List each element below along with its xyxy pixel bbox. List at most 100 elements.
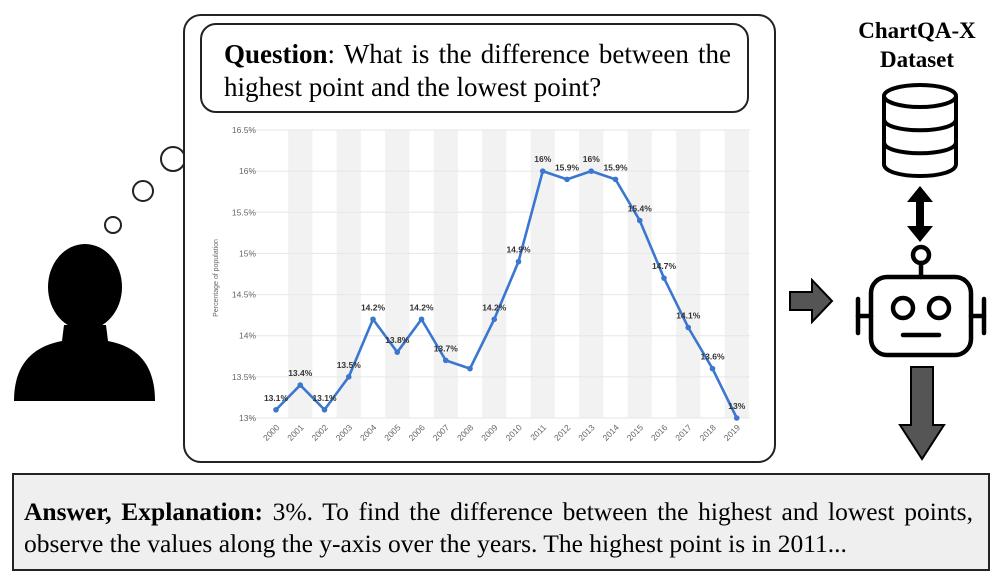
answer-label: Answer, Explanation: [24,497,263,526]
x-tick-label: 2009 [479,422,500,443]
data-point [612,176,619,183]
x-axis-ticks: 2000 2001 2002 2003 2004 2005 2006 2007 2008 2009… [261,422,742,443]
double-arrow-icon [907,186,933,242]
grid-stripe [676,130,701,418]
data-point [467,365,473,372]
answer-box: Answer, Explanation: 3%. To find the dif… [12,473,990,571]
grid-stripe [482,130,507,418]
x-tick-label: 2003 [334,422,355,443]
data-label: 13.5% [337,360,362,370]
dataset-title-line2: Dataset [879,47,955,72]
question-label: Question [224,39,328,69]
data-point [636,217,643,224]
grid-stripes [288,130,749,418]
answer-text: 3%. To find the difference between the h… [24,497,973,558]
data-point [515,258,522,265]
x-tick-label: 2005 [382,422,403,443]
y-tick-label: 16% [239,166,256,176]
grid-stripe [433,130,458,418]
data-point [709,365,716,372]
data-point [370,316,376,323]
data-point [539,168,546,174]
data-label: 16% [583,154,600,164]
x-tick-label: 2018 [697,422,718,443]
grid-stripe [530,130,555,418]
x-tick-label: 2015 [625,422,646,443]
x-tick-label: 2016 [649,422,670,443]
data-point [418,316,425,323]
data-label: 13.6% [700,352,725,362]
x-tick-label: 2007 [431,422,452,443]
y-tick-label: 14% [239,331,256,341]
person-icon [14,244,155,401]
x-tick-label: 2012 [552,422,573,443]
y-tick-label: 15.5% [232,207,257,217]
arrow-down-icon [898,366,946,461]
data-point [588,168,595,174]
gridlines [250,129,750,419]
data-label: 15.9% [603,162,628,172]
data-label: 13.4% [288,368,313,378]
y-tick-label: 16.5% [232,125,257,135]
x-tick-label: 2002 [309,422,330,443]
y-axis-ticks: 13% 13.5% 14% 14.5% 15% 15.5% 16% 16.5% [232,125,257,423]
series-line [275,169,738,419]
data-point [733,415,740,421]
grid-stripe [579,130,604,418]
data-point [491,316,498,323]
data-labels: 13.1% 13.4% 13.1% 13.5% 14.2% 13.8% 14.2% 13.7%… [264,154,746,411]
x-tick-label: 2011 [528,422,548,442]
x-tick-label: 2014 [600,422,621,443]
x-tick-label: 2010 [503,422,524,443]
grid-stripe [288,130,313,418]
data-point [273,406,279,413]
data-label: 14.9% [506,245,531,255]
data-label: 13.1% [312,393,337,403]
data-label: 13.8% [385,335,410,345]
data-points [273,168,740,421]
data-point [661,275,667,281]
grid-stripe [336,130,361,418]
y-tick-label: 13.5% [232,372,257,382]
question-box: Question: What is the difference between… [200,23,749,113]
x-tick-label: 2000 [261,422,282,443]
data-label: 14.2% [361,302,386,312]
data-label: 14.2% [482,302,507,312]
question-text: : What is the difference between the hig… [224,39,731,102]
data-label: 14.1% [676,310,701,320]
x-tick-label: 2004 [358,422,379,443]
y-axis-label: Percentage of population [213,239,220,317]
data-label: 13.7% [434,343,459,353]
arrow-right-icon [789,278,834,324]
data-point [297,382,304,388]
grid-stripe [724,130,749,418]
thought-bubble-icon [132,180,154,202]
x-tick-label: 2013 [576,422,597,443]
x-tick-label: 2008 [455,422,476,443]
x-tick-label: 2017 [673,422,694,443]
dataset-title: ChartQA-X Dataset [842,16,992,74]
thought-bubble-icon [160,146,186,172]
x-tick-label: 2019 [722,422,743,443]
grid-stripe [385,130,410,418]
database-icon [882,83,958,178]
data-label: 16% [534,154,551,164]
data-point [442,357,449,364]
data-label: 14.7% [652,261,677,271]
y-tick-label: 13% [239,413,256,423]
data-point [685,324,692,331]
thought-bubble-icon [104,216,122,234]
data-label: 15.9% [555,162,580,172]
data-label: 13% [728,401,745,411]
x-tick-label: 2006 [406,422,427,443]
x-tick-label: 2001 [285,422,306,443]
data-label: 13.1% [264,393,289,403]
data-label: 14.2% [409,302,434,312]
grid-stripe [627,130,652,418]
data-point [564,176,570,183]
y-tick-label: 14.5% [232,290,257,300]
data-point [321,406,328,413]
data-label: 15.4% [628,204,653,214]
dataset-title-line1: ChartQA-X [858,18,976,43]
data-point [394,349,401,355]
